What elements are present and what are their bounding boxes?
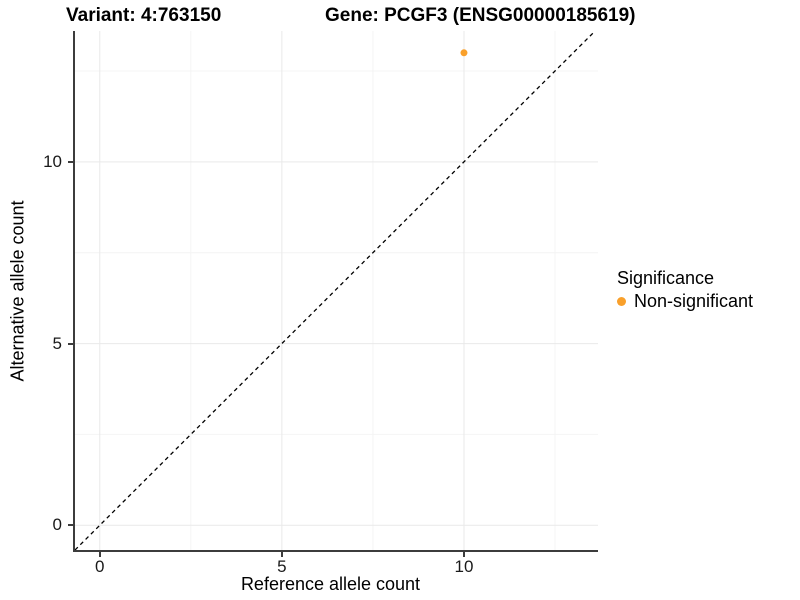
x-axis-title: Reference allele count — [240, 574, 421, 594]
y-tick-mark — [68, 160, 73, 163]
y-tick-label: 5 — [52, 333, 62, 353]
legend-entry-label: Non-significant — [634, 291, 754, 311]
plot-area — [75, 31, 598, 550]
y-tick-label: 0 — [52, 515, 62, 535]
plot-panel — [73, 31, 598, 552]
variant-title: Variant: 4:763150 — [66, 5, 222, 26]
x-tick-label: 10 — [454, 557, 474, 576]
legend: Significance Non-significant — [617, 268, 753, 312]
y-tick-mark — [68, 342, 73, 345]
x-tick-label: 0 — [95, 557, 105, 576]
circle-icon — [617, 297, 626, 306]
y-axis-title: Alternative allele count — [7, 200, 28, 382]
y-tick-label: 10 — [43, 151, 62, 171]
x-tick-label: 5 — [277, 557, 287, 576]
x-tick-mark — [98, 552, 101, 557]
identity-dashed-line — [75, 31, 596, 550]
legend-title: Significance — [617, 268, 715, 288]
x-tick-mark — [462, 552, 465, 557]
gene-title: Gene: PCGF3 (ENSG00000185619) — [325, 5, 636, 26]
x-tick-mark — [280, 552, 283, 557]
legend-entry-non-significant: Non-significant — [617, 291, 753, 312]
y-tick-mark — [68, 524, 73, 527]
data-point — [460, 49, 468, 57]
